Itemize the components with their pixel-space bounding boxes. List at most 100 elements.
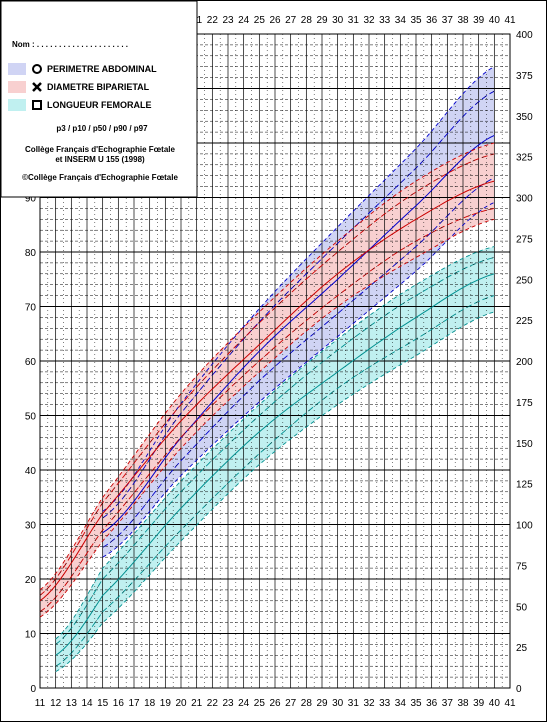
x-top-tick-label: 36	[426, 15, 438, 26]
y-left-tick-label: 30	[25, 521, 37, 532]
curve-series-2-p3	[55, 311, 495, 672]
x-tick-label: 37	[442, 698, 454, 709]
curve-shadow-2-p90	[55, 257, 495, 645]
legend-swatch-femoral	[8, 99, 26, 111]
curve-series-1-p50	[39, 180, 495, 602]
square-marker-icon	[32, 100, 42, 110]
source-line-1: Collège Français d'Echographie Fœtale	[25, 145, 175, 154]
y-right-tick-label: 75	[516, 561, 528, 572]
x-tick-label: 17	[128, 698, 140, 709]
x-top-tick-label: 29	[316, 15, 328, 26]
x-tick-label: 29	[316, 698, 328, 709]
curve-series-1-p97	[39, 142, 495, 591]
x-tick-label: 33	[379, 698, 391, 709]
x-top-tick-label: 33	[379, 15, 391, 26]
x-tick-label: 36	[426, 698, 438, 709]
y-left-tick-label: 60	[25, 357, 37, 368]
copyright-line: ©Collège Français d'Echographie Fœtale	[22, 173, 178, 182]
legend-label-femoral: LONGUEUR FEMORALE	[47, 100, 152, 110]
x-top-tick-label: 26	[269, 15, 281, 26]
curve-series-1-p3	[39, 218, 495, 618]
y-left-tick-label: 10	[25, 630, 37, 641]
curve-series-2-p90	[55, 256, 495, 645]
y-right-tick-label: 250	[516, 275, 533, 286]
legend-background	[0, 0, 198, 198]
y-left-tick-label: 50	[25, 412, 37, 423]
x-top-tick-label: 37	[442, 15, 454, 26]
percentiles-label: p3 / p10 / p50 / p90 / p97	[56, 124, 148, 133]
x-tick-label: 40	[489, 698, 501, 709]
x-tick-label: 21	[191, 698, 203, 709]
x-top-tick-label: 22	[207, 15, 219, 26]
curve-series-0-p50	[102, 134, 495, 534]
x-tick-label: 31	[348, 698, 360, 709]
y-right-tick-label: 50	[516, 602, 528, 613]
curve-series-2-p10	[55, 295, 495, 667]
y-left-tick-label: 90	[25, 194, 37, 205]
curve-series-0-p3	[102, 201, 495, 558]
x-tick-label: 14	[81, 698, 93, 709]
curve-series-0-p97	[102, 66, 495, 512]
x-tick-label: 26	[269, 698, 281, 709]
circle-marker-icon	[32, 64, 42, 74]
y-right-tick-label: 300	[516, 194, 533, 205]
x-tick-label: 39	[473, 698, 485, 709]
x-tick-label: 16	[113, 698, 125, 709]
x-top-tick-label: 41	[504, 15, 516, 26]
y-right-tick-label: 100	[516, 521, 533, 532]
x-top-tick-label: 31	[348, 15, 360, 26]
curve-series-1-p10	[39, 207, 495, 613]
legend-label-biparietal: DIAMETRE BIPARIETAL	[47, 82, 150, 92]
y-left-tick-label: 0	[30, 684, 36, 695]
curve-shadow-0-p10	[102, 177, 495, 548]
x-top-tick-label: 28	[301, 15, 313, 26]
x-tick-label: 19	[160, 698, 172, 709]
x-tick-label: 13	[66, 698, 78, 709]
y-right-tick-label: 375	[516, 71, 533, 82]
y-right-tick-label: 325	[516, 153, 533, 164]
x-tick-label: 11	[35, 698, 46, 709]
x-top-tick-label: 32	[363, 15, 375, 26]
name-field-label: Nom : . . . . . . . . . . . . . . . . . …	[12, 40, 128, 49]
x-tick-label: 27	[285, 698, 297, 709]
legend-label-abdominal: PERIMETRE ABDOMINAL	[47, 64, 157, 74]
y-right-tick-label: 400	[516, 30, 533, 41]
curve-series-1-p90	[39, 153, 495, 596]
x-tick-label: 22	[207, 698, 219, 709]
y-left-tick-label: 70	[25, 303, 37, 314]
y-left-tick-label: 20	[25, 575, 37, 586]
y-right-tick-label: 125	[516, 480, 533, 491]
plot-border	[39, 33, 511, 689]
y-right-tick-label: 0	[516, 684, 522, 695]
x-tick-label: 12	[50, 698, 62, 709]
y-right-tick-label: 350	[516, 112, 533, 123]
y-right-tick-label: 150	[516, 439, 533, 450]
x-tick-label: 30	[332, 698, 344, 709]
y-right-tick-label: 175	[516, 398, 533, 409]
y-right-tick-label: 225	[516, 316, 533, 327]
x-top-tick-label: 30	[332, 15, 344, 26]
y-right-tick-label: 200	[516, 357, 533, 368]
x-tick-label: 15	[97, 698, 109, 709]
x-top-tick-label: 24	[238, 15, 250, 26]
x-top-tick-label: 23	[222, 15, 234, 26]
x-top-tick-label: 35	[410, 15, 422, 26]
x-tick-label: 32	[363, 698, 375, 709]
x-tick-label: 25	[254, 698, 266, 709]
curve-series-2-p50	[55, 273, 495, 656]
legend-box: Nom : . . . . . . . . . . . . . . . . . …	[0, 0, 198, 198]
x-top-tick-label: 25	[254, 15, 266, 26]
x-top-tick-label: 39	[473, 15, 485, 26]
y-left-tick-label: 40	[25, 466, 37, 477]
curve-shadow-0-p90	[102, 90, 495, 519]
y-right-tick-label: 275	[516, 234, 533, 245]
y-left-tick-label: 80	[25, 248, 37, 259]
x-tick-label: 20	[175, 698, 187, 709]
y-right-tick-label: 25	[516, 643, 528, 654]
cross-marker-icon	[32, 82, 42, 92]
x-top-tick-label: 27	[285, 15, 297, 26]
x-top-tick-label: 38	[457, 15, 469, 26]
x-tick-label: 18	[144, 698, 156, 709]
legend-swatch-biparietal	[8, 81, 26, 93]
